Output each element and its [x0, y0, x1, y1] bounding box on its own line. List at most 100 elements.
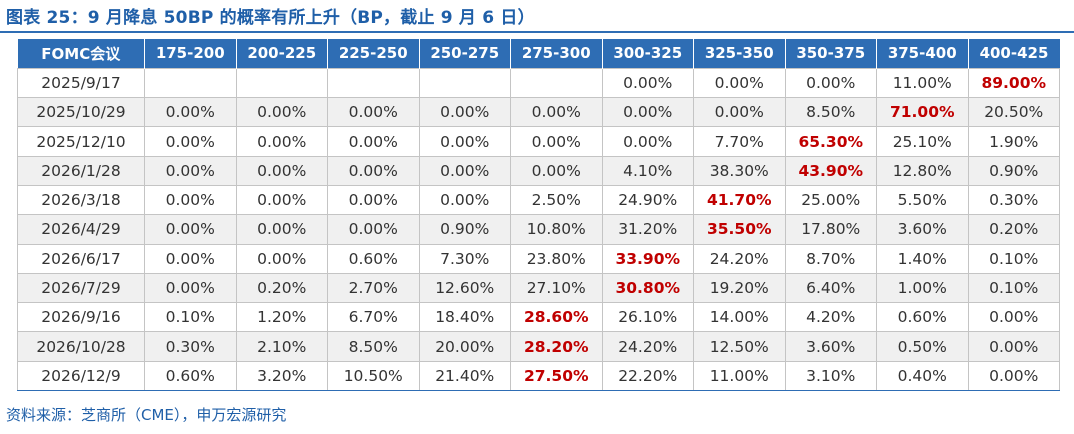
probability-cell: 24.20%: [693, 243, 786, 274]
probability-cell: 31.20%: [601, 214, 694, 245]
probability-cell: 2.70%: [327, 272, 420, 304]
highest-probability-cell: 71.00%: [876, 97, 969, 128]
table-row: 2026/9/16 0.10% 1.20% 6.70% 18.40% 28.60% 26.1…: [17, 302, 1060, 333]
probability-cell: 26.10%: [601, 302, 694, 333]
column-header-meeting: FOMC会议: [17, 39, 145, 69]
meeting-date-cell: 2026/9/16: [17, 302, 145, 333]
probability-cell: 0.00%: [967, 331, 1060, 362]
highest-probability-cell: 28.20%: [510, 331, 603, 362]
probability-cell: 0.10%: [144, 302, 237, 333]
probability-cell: 8.50%: [327, 331, 420, 362]
probability-cell: 8.50%: [784, 97, 877, 128]
table-row: 2026/1/28 0.00% 0.00% 0.00% 0.00% 0.00% 4.10% 3…: [17, 155, 1060, 186]
probability-cell: 12.60%: [418, 272, 511, 304]
probability-cell: [418, 67, 511, 99]
probability-cell: 6.40%: [784, 272, 877, 304]
probability-cell: 0.00%: [327, 155, 420, 186]
probability-cell: 0.00%: [235, 243, 328, 274]
column-header-range: 375-400: [876, 39, 969, 69]
probability-cell: 14.00%: [693, 302, 786, 333]
probability-cell: 20.50%: [967, 97, 1060, 128]
table-row: 2026/3/18 0.00% 0.00% 0.00% 0.00% 2.50% 24.90%…: [17, 184, 1060, 216]
probability-cell: 0.30%: [967, 184, 1060, 216]
probability-cell: 0.90%: [418, 214, 511, 245]
probability-cell: 0.00%: [327, 184, 420, 216]
probability-cell: 0.00%: [510, 155, 603, 186]
probability-cell: 0.00%: [327, 126, 420, 157]
probability-cell: [235, 67, 328, 99]
probability-cell: 2.10%: [235, 331, 328, 362]
probability-cell: 0.00%: [601, 97, 694, 128]
title-divider: [0, 31, 1074, 33]
probability-cell: 0.20%: [235, 272, 328, 304]
meeting-date-cell: 2026/7/29: [17, 272, 145, 304]
probability-cell: 19.20%: [693, 272, 786, 304]
probability-cell: 1.40%: [876, 243, 969, 274]
probability-cell: 12.50%: [693, 331, 786, 362]
probability-cell: [510, 67, 603, 99]
probability-cell: 3.10%: [784, 360, 877, 392]
probability-cell: 4.10%: [601, 155, 694, 186]
probability-cell: 0.00%: [693, 67, 786, 99]
meeting-date-cell: 2025/10/29: [17, 97, 145, 128]
column-header-range: 250-275: [419, 39, 511, 69]
table-row: 2025/12/10 0.00% 0.00% 0.00% 0.00% 0.00% 0.00%…: [17, 126, 1060, 157]
meeting-date-cell: 2026/12/9: [17, 360, 145, 392]
table-row: 2026/10/28 0.30% 2.10% 8.50% 20.00% 28.20% 24.…: [17, 331, 1060, 362]
probability-cell: 0.90%: [967, 155, 1060, 186]
probability-cell: 0.00%: [144, 184, 237, 216]
column-header-range: 225-250: [327, 39, 420, 69]
probability-cell: 0.60%: [876, 302, 969, 333]
meeting-date-cell: 2026/1/28: [17, 155, 145, 186]
probability-cell: 1.00%: [876, 272, 969, 304]
probability-cell: 17.80%: [784, 214, 877, 245]
meeting-date-cell: 2025/12/10: [17, 126, 145, 157]
probability-cell: 38.30%: [693, 155, 786, 186]
probability-cell: 0.00%: [235, 214, 328, 245]
table-header-row: FOMC会议 175-200 200-225 225-250 250-275 275-30…: [17, 39, 1060, 69]
probability-cell: 0.00%: [418, 155, 511, 186]
column-header-range: 350-375: [785, 39, 877, 69]
probability-cell: 0.20%: [967, 214, 1060, 245]
probability-cell: 21.40%: [418, 360, 511, 392]
table-row: 2026/7/29 0.00% 0.20% 2.70% 12.60% 27.10% 30.8…: [17, 272, 1060, 304]
highest-probability-cell: 89.00%: [967, 67, 1060, 99]
meeting-date-cell: 2026/4/29: [17, 214, 145, 245]
table-row: 2026/12/9 0.60% 3.20% 10.50% 21.40% 27.50% 22.…: [17, 360, 1060, 392]
column-header-range: 175-200: [144, 39, 237, 69]
probability-cell: 0.60%: [327, 243, 420, 274]
probability-cell: 0.10%: [967, 272, 1060, 304]
probability-cell: 24.90%: [601, 184, 694, 216]
column-header-range: 200-225: [236, 39, 328, 69]
highest-probability-cell: 33.90%: [601, 243, 694, 274]
highest-probability-cell: 27.50%: [510, 360, 603, 392]
probability-cell: 1.20%: [235, 302, 328, 333]
probability-cell: 2.50%: [510, 184, 603, 216]
rate-probability-table: FOMC会议 175-200 200-225 225-250 250-275 275-30…: [17, 39, 1060, 392]
table-row: 2025/9/17 0.00% 0.00% 0.00% 11.00% 89.00%: [17, 67, 1060, 99]
highest-probability-cell: 35.50%: [693, 214, 786, 245]
table-row: 2026/6/17 0.00% 0.00% 0.60% 7.30% 23.80% 33.90…: [17, 243, 1060, 274]
table-row: 2026/4/29 0.00% 0.00% 0.00% 0.90% 10.80% 31.20…: [17, 214, 1060, 245]
figure-title: 图表 25：9 月降息 50BP 的概率有所上升（BP，截止 9 月 6 日）: [6, 8, 535, 28]
meeting-date-cell: 2026/10/28: [17, 331, 145, 362]
probability-cell: 27.10%: [510, 272, 603, 304]
probability-cell: 0.60%: [144, 360, 237, 392]
probability-cell: 22.20%: [601, 360, 694, 392]
probability-cell: 0.00%: [235, 184, 328, 216]
table-row: 2025/10/29 0.00% 0.00% 0.00% 0.00% 0.00% 0.00%…: [17, 97, 1060, 128]
probability-cell: 0.00%: [144, 272, 237, 304]
source-note: 资料来源：芝商所（CME），申万宏源研究: [6, 406, 287, 424]
probability-cell: 11.00%: [876, 67, 969, 99]
probability-cell: 23.80%: [510, 243, 603, 274]
probability-cell: 0.00%: [784, 67, 877, 99]
probability-cell: 0.00%: [327, 97, 420, 128]
probability-cell: 0.00%: [510, 97, 603, 128]
probability-cell: 0.00%: [418, 126, 511, 157]
probability-cell: 0.00%: [601, 126, 694, 157]
column-header-range: 400-425: [968, 39, 1060, 69]
column-header-range: 300-325: [602, 39, 694, 69]
probability-cell: 0.00%: [967, 302, 1060, 333]
probability-cell: 10.50%: [327, 360, 420, 392]
probability-cell: 0.00%: [418, 184, 511, 216]
